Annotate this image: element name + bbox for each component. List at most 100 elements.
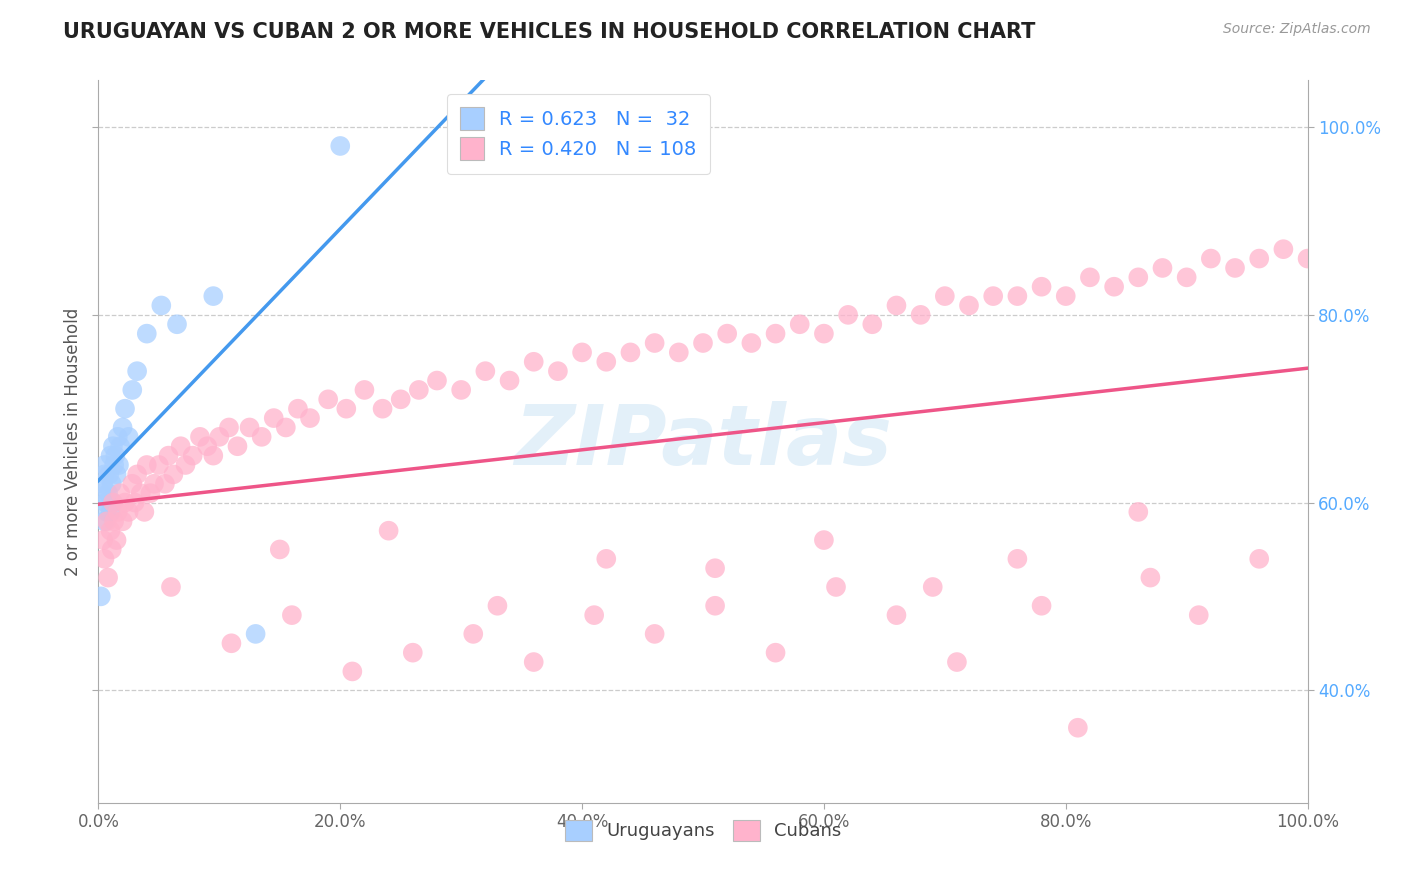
Point bbox=[595, 355, 617, 369]
Point bbox=[103, 514, 125, 528]
Point bbox=[101, 439, 124, 453]
Point bbox=[813, 326, 835, 341]
Point bbox=[114, 495, 136, 509]
Point bbox=[245, 627, 267, 641]
Point bbox=[174, 458, 197, 472]
Text: Source: ZipAtlas.com: Source: ZipAtlas.com bbox=[1223, 22, 1371, 37]
Point bbox=[104, 449, 127, 463]
Point bbox=[765, 646, 787, 660]
Point bbox=[523, 355, 546, 369]
Point bbox=[91, 486, 114, 500]
Point bbox=[860, 318, 883, 332]
Point bbox=[981, 289, 1004, 303]
Text: ZIPatlas: ZIPatlas bbox=[515, 401, 891, 482]
Point bbox=[426, 374, 449, 388]
Point bbox=[1139, 571, 1161, 585]
Point bbox=[121, 476, 143, 491]
Point bbox=[218, 420, 240, 434]
Point bbox=[195, 439, 218, 453]
Point bbox=[402, 646, 425, 660]
Point bbox=[135, 458, 157, 472]
Point bbox=[101, 495, 124, 509]
Point bbox=[100, 476, 122, 491]
Point bbox=[1188, 608, 1211, 623]
Point bbox=[765, 326, 787, 341]
Point bbox=[692, 336, 714, 351]
Point bbox=[208, 430, 231, 444]
Point bbox=[486, 599, 509, 613]
Point bbox=[97, 571, 120, 585]
Point bbox=[202, 449, 225, 463]
Point bbox=[335, 401, 357, 416]
Point bbox=[299, 411, 322, 425]
Point bbox=[162, 467, 184, 482]
Point bbox=[98, 467, 121, 482]
Point bbox=[619, 345, 641, 359]
Point bbox=[239, 420, 262, 434]
Point bbox=[124, 495, 146, 509]
Text: URUGUAYAN VS CUBAN 2 OR MORE VEHICLES IN HOUSEHOLD CORRELATION CHART: URUGUAYAN VS CUBAN 2 OR MORE VEHICLES IN… bbox=[63, 22, 1036, 42]
Point bbox=[100, 542, 122, 557]
Point bbox=[108, 486, 131, 500]
Point bbox=[1031, 279, 1053, 293]
Point bbox=[250, 430, 273, 444]
Point bbox=[389, 392, 412, 407]
Point bbox=[1199, 252, 1222, 266]
Point bbox=[1078, 270, 1101, 285]
Point bbox=[143, 476, 166, 491]
Point bbox=[96, 514, 118, 528]
Point bbox=[111, 420, 134, 434]
Point bbox=[329, 139, 352, 153]
Point bbox=[108, 458, 131, 472]
Point bbox=[408, 383, 430, 397]
Point bbox=[1102, 279, 1125, 293]
Point bbox=[1128, 505, 1150, 519]
Point bbox=[910, 308, 932, 322]
Point bbox=[316, 392, 339, 407]
Point bbox=[934, 289, 956, 303]
Point bbox=[188, 430, 211, 444]
Point bbox=[97, 486, 120, 500]
Point bbox=[1128, 270, 1150, 285]
Point bbox=[583, 608, 606, 623]
Point bbox=[704, 561, 727, 575]
Point bbox=[100, 505, 122, 519]
Point bbox=[93, 467, 115, 482]
Point bbox=[704, 599, 727, 613]
Point bbox=[148, 458, 170, 472]
Point bbox=[101, 495, 124, 509]
Point bbox=[377, 524, 399, 538]
Point bbox=[1296, 252, 1319, 266]
Point bbox=[118, 430, 141, 444]
Point bbox=[166, 318, 188, 332]
Point bbox=[153, 476, 176, 491]
Point bbox=[93, 458, 115, 472]
Point bbox=[789, 318, 811, 332]
Point bbox=[946, 655, 969, 669]
Point bbox=[111, 514, 134, 528]
Point bbox=[96, 505, 118, 519]
Point bbox=[1152, 260, 1174, 275]
Point bbox=[825, 580, 848, 594]
Point bbox=[1249, 551, 1271, 566]
Point bbox=[886, 608, 908, 623]
Point bbox=[886, 298, 908, 312]
Point bbox=[644, 336, 666, 351]
Point bbox=[644, 627, 666, 641]
Point bbox=[103, 458, 125, 472]
Legend: Uruguayans, Cubans: Uruguayans, Cubans bbox=[557, 813, 849, 848]
Point bbox=[134, 505, 156, 519]
Point bbox=[181, 449, 204, 463]
Point bbox=[107, 430, 129, 444]
Point bbox=[474, 364, 496, 378]
Point bbox=[1067, 721, 1090, 735]
Point bbox=[118, 505, 141, 519]
Point bbox=[547, 364, 569, 378]
Y-axis label: 2 or more Vehicles in Household: 2 or more Vehicles in Household bbox=[65, 308, 83, 575]
Point bbox=[1249, 252, 1271, 266]
Point bbox=[221, 636, 243, 650]
Point bbox=[93, 551, 115, 566]
Point bbox=[91, 533, 114, 547]
Point bbox=[463, 627, 485, 641]
Point bbox=[93, 514, 115, 528]
